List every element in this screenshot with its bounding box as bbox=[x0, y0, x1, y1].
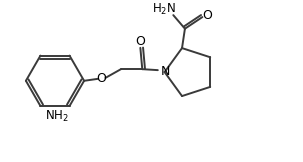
Text: O: O bbox=[202, 9, 212, 22]
Text: O: O bbox=[135, 35, 145, 47]
Text: N: N bbox=[161, 65, 170, 78]
Text: H$_2$N: H$_2$N bbox=[152, 2, 176, 17]
Text: NH$_2$: NH$_2$ bbox=[45, 109, 69, 124]
Text: O: O bbox=[97, 72, 106, 85]
